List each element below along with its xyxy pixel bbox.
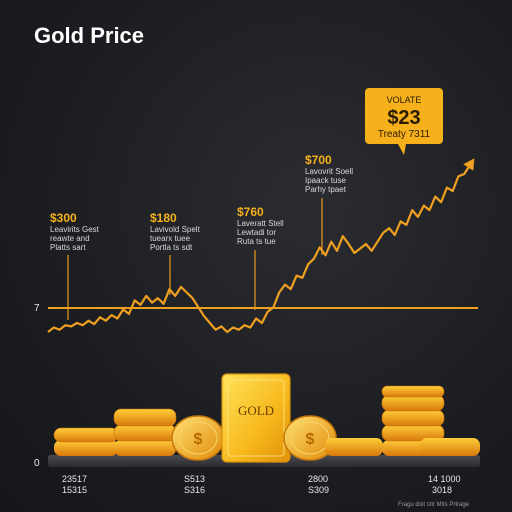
annotation-1-line-1: Leavirits Gest: [50, 225, 100, 234]
annotation-3-line-1: Laveratt Stell: [237, 219, 284, 228]
dollar-coin-left: $: [171, 415, 225, 461]
y-label-bottom: 0: [34, 458, 40, 469]
trend-arrow-head: [463, 158, 475, 171]
chart-title: Gold Price: [34, 23, 144, 48]
x-tick-2-top: S513: [184, 474, 205, 484]
callout-footer: Treaty 7311: [378, 129, 431, 140]
x-tick-4-top: 14 1000: [428, 474, 461, 484]
gold-bar-label: GOLD: [238, 403, 274, 418]
series-line: [47, 164, 471, 334]
x-tick-4-bottom: 3018: [432, 485, 452, 495]
annotation-2-line-1: Lavivold Spelt: [150, 225, 201, 234]
annotation-4-line-3: Parhy tpaet: [305, 185, 347, 194]
coin-stack-far-right: [420, 438, 480, 456]
annotation-3-line-2: Lewtadi tor: [237, 228, 276, 237]
x-tick-1-bottom: 15315: [62, 485, 87, 495]
annotation-3-line-3: Ruta ts tue: [237, 237, 276, 246]
annotation-2-line-2: tuearx tuee: [150, 234, 191, 243]
annotation-4: $700 Lavovrit Soell Ipaack tuse Parhy tp…: [305, 153, 353, 194]
x-tick-3-top: 2800: [308, 474, 328, 484]
annotation-1-line-3: Platts sart: [50, 243, 86, 252]
callout-box: [365, 88, 443, 144]
footnote: Fragu doit sttr Mits Prtrage: [398, 502, 470, 508]
annotation-3: $760 Laveratt Stell Lewtadi tor Ruta ts …: [237, 205, 284, 246]
annotation-4-value: $700: [305, 153, 332, 167]
x-tick-1-top: 23517: [62, 474, 87, 484]
callout-pointer: [398, 144, 406, 155]
annotation-4-line-1: Lavovrit Soell: [305, 167, 353, 176]
volatility-callout: VOLATE $23 Treaty 7311: [365, 88, 443, 155]
annotation-1-line-2: reawte and: [50, 234, 90, 243]
annotation-2-value: $180: [150, 211, 177, 225]
coin-stack-center-right: [325, 438, 383, 456]
annotation-3-value: $760: [237, 205, 264, 219]
annotation-4-line-2: Ipaack tuse: [305, 176, 346, 185]
x-tick-2-bottom: S316: [184, 485, 205, 495]
annotation-1: $300 Leavirits Gest reawte and Platts sa…: [50, 211, 100, 252]
callout-heading: VOLATE: [387, 95, 422, 105]
callout-value: $23: [387, 107, 420, 129]
svg-text:$: $: [306, 431, 315, 448]
gold-bar: GOLD: [221, 373, 291, 463]
coin-stack-center-left: [113, 408, 177, 456]
y-label-top: 7: [34, 303, 40, 314]
annotation-2-line-3: Portla ts sdt: [150, 243, 193, 252]
annotation-2: $180 Lavivold Spelt tuearx tuee Portla t…: [150, 211, 201, 252]
x-tick-3-bottom: S309: [308, 485, 329, 495]
coin-stack-left: [53, 427, 119, 456]
annotation-1-value: $300: [50, 211, 77, 225]
svg-text:$: $: [194, 431, 203, 448]
